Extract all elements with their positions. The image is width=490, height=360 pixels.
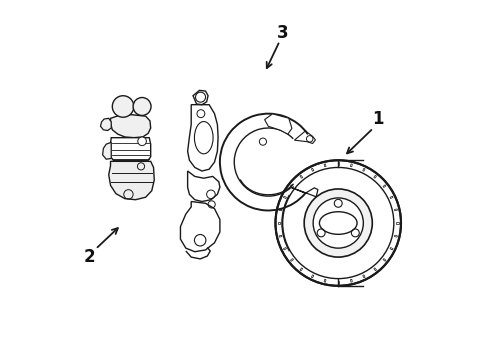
- Circle shape: [133, 98, 151, 116]
- Text: 2: 2: [83, 248, 95, 266]
- Circle shape: [112, 96, 134, 117]
- Polygon shape: [109, 161, 154, 200]
- Polygon shape: [111, 138, 151, 160]
- Circle shape: [283, 167, 394, 279]
- Polygon shape: [100, 118, 111, 131]
- Text: 3: 3: [277, 24, 289, 42]
- Circle shape: [275, 160, 401, 286]
- Circle shape: [304, 189, 372, 257]
- Polygon shape: [102, 142, 111, 159]
- Polygon shape: [265, 114, 292, 134]
- Circle shape: [138, 137, 147, 145]
- Polygon shape: [111, 115, 151, 138]
- Ellipse shape: [319, 212, 357, 234]
- Text: 1: 1: [372, 110, 384, 128]
- Circle shape: [313, 198, 364, 248]
